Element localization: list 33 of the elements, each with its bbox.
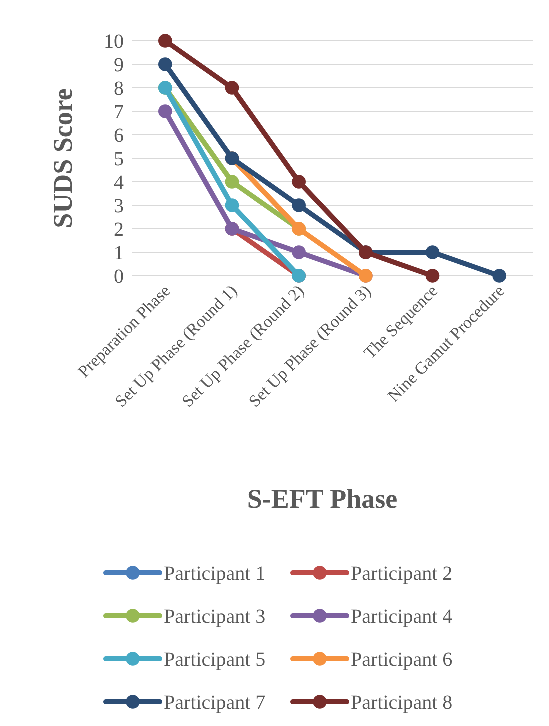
legend-label: Participant 1	[164, 563, 266, 585]
point	[492, 269, 506, 283]
y-tick-label: 6	[114, 125, 124, 147]
legend-label: Participant 2	[351, 563, 453, 585]
point	[225, 198, 240, 212]
point	[292, 198, 306, 212]
y-tick-label: 8	[114, 78, 124, 100]
y-tick-label: 4	[114, 172, 124, 194]
legend-label: Participant 5	[164, 649, 266, 671]
legend-label: Participant 8	[351, 692, 453, 714]
point	[292, 246, 306, 260]
point	[225, 81, 240, 95]
point	[158, 58, 172, 72]
point	[225, 175, 240, 189]
point	[292, 175, 306, 189]
y-tick-label: 7	[114, 102, 124, 124]
point	[426, 246, 440, 260]
x-axis-title: S-EFT Phase	[247, 484, 398, 514]
y-tick-label: 9	[114, 54, 124, 76]
legend-label: Participant 7	[164, 692, 266, 714]
y-tick-label: 0	[114, 266, 124, 288]
point	[426, 269, 440, 283]
point	[158, 34, 172, 48]
y-tick-label: 2	[114, 219, 124, 241]
y-axis-title: SUDS Score	[48, 88, 78, 228]
y-tick-label: 10	[104, 31, 124, 53]
y-tick-label: 5	[114, 148, 124, 170]
legend-label: Participant 3	[164, 606, 266, 628]
y-tick-label: 1	[114, 242, 124, 264]
legend-label: Participant 6	[351, 649, 453, 671]
point	[158, 104, 172, 118]
legend-label: Participant 4	[351, 606, 453, 628]
y-tick-label: 3	[114, 196, 124, 218]
